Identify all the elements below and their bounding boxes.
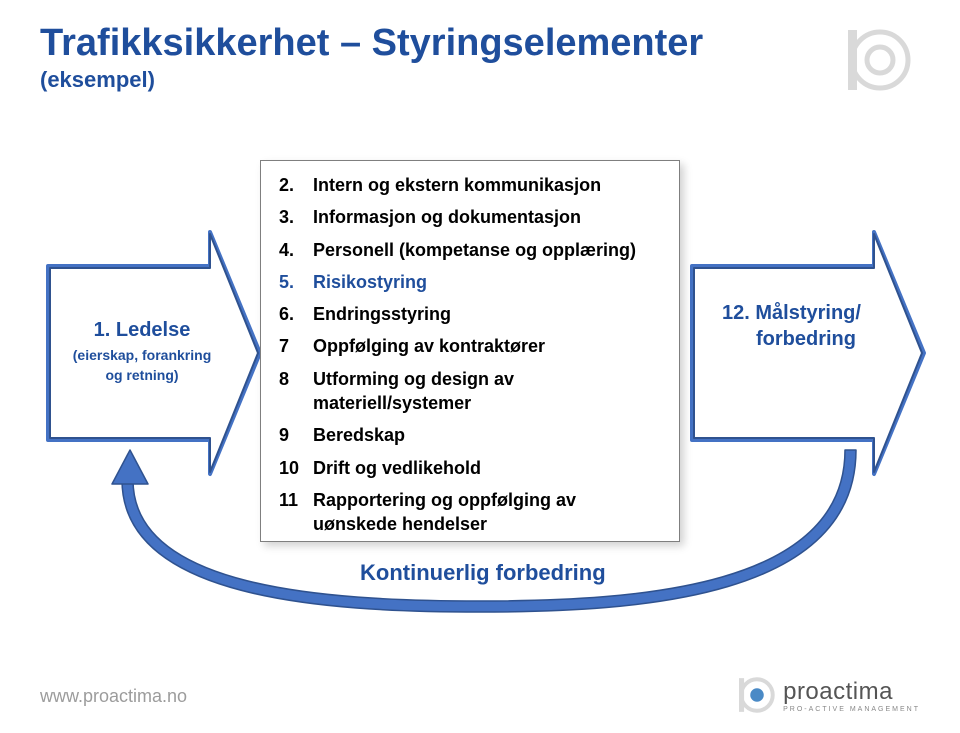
center-list-item: 8Utforming og design av materiell/system… xyxy=(279,367,661,416)
center-list-num: 5. xyxy=(279,270,313,294)
center-list-label: Intern og ekstern kommunikasjon xyxy=(313,173,661,197)
right-node-line2: forbedring xyxy=(722,326,922,352)
center-list-label: Drift og vedlikehold xyxy=(313,456,661,480)
center-list-num: 2. xyxy=(279,173,313,197)
center-list-label: Risikostyring xyxy=(313,270,661,294)
center-list-num: 7 xyxy=(279,334,313,358)
left-node-sub1: (eierskap, forankring xyxy=(73,346,212,366)
center-list-num: 6. xyxy=(279,302,313,326)
center-list-box: 2.Intern og ekstern kommunikasjon3.Infor… xyxy=(260,160,680,542)
brand-tag: PRO-ACTIVE MANAGEMENT xyxy=(783,706,920,713)
page-title: Trafikksikkerhet – Styringselementer xyxy=(40,22,960,65)
center-list-label: Utforming og design av materiell/systeme… xyxy=(313,367,661,416)
center-list-item: 3.Informasjon og dokumentasjon xyxy=(279,205,661,229)
diagram-container: 1. Ledelse (eierskap, forankring og retn… xyxy=(0,150,960,600)
left-node-sub2: og retning) xyxy=(105,366,178,386)
center-list-num: 9 xyxy=(279,423,313,447)
center-list-item: 4.Personell (kompetanse og opplæring) xyxy=(279,238,661,262)
center-list-item: 11Rapportering og oppfølging av uønskede… xyxy=(279,488,661,537)
center-list-label: Endringsstyring xyxy=(313,302,661,326)
left-node-title: 1. Ledelse xyxy=(94,319,191,342)
center-list-item: 6.Endringsstyring xyxy=(279,302,661,326)
center-list-label: Rapportering og oppfølging av uønskede h… xyxy=(313,488,661,537)
footer-logo: proactima PRO-ACTIVE MANAGEMENT xyxy=(739,677,920,713)
page-subtitle: (eksempel) xyxy=(40,67,960,93)
brand-name: proactima xyxy=(783,678,920,706)
center-list-item: 9Beredskap xyxy=(279,423,661,447)
center-list-label: Informasjon og dokumentasjon xyxy=(313,205,661,229)
center-list-label: Beredskap xyxy=(313,423,661,447)
feedback-label: Kontinuerlig forbedring xyxy=(360,560,606,586)
center-list-num: 8 xyxy=(279,367,313,416)
left-node: 1. Ledelse (eierskap, forankring og retn… xyxy=(62,282,222,422)
center-list-num: 11 xyxy=(279,488,313,537)
center-list-item: 7Oppfølging av kontraktører xyxy=(279,334,661,358)
right-node: 12. Målstyring/ forbedring xyxy=(722,300,922,352)
footer-logo-icon xyxy=(739,677,775,713)
center-list-item: 5.Risikostyring xyxy=(279,270,661,294)
center-list-label: Oppfølging av kontraktører xyxy=(313,334,661,358)
center-list-item: 10Drift og vedlikehold xyxy=(279,456,661,480)
logo-icon xyxy=(848,28,912,97)
center-list-item: 2.Intern og ekstern kommunikasjon xyxy=(279,173,661,197)
center-list-num: 3. xyxy=(279,205,313,229)
right-node-line1: 12. Målstyring/ xyxy=(722,300,922,326)
footer-url: www.proactima.no xyxy=(40,686,187,707)
center-list-num: 10 xyxy=(279,456,313,480)
center-list-label: Personell (kompetanse og opplæring) xyxy=(313,238,661,262)
center-list-num: 4. xyxy=(279,238,313,262)
